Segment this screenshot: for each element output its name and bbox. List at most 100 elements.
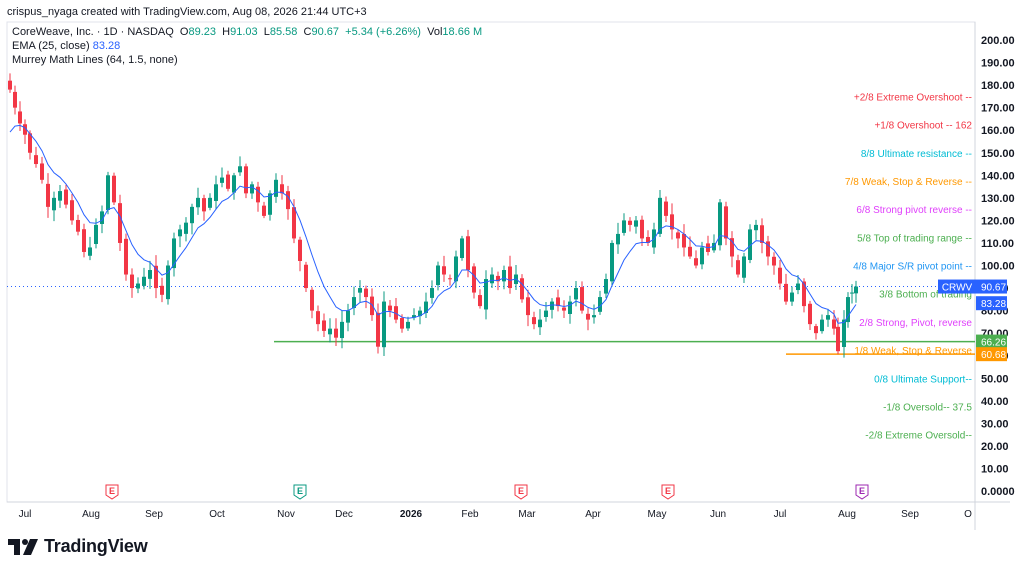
candle-up [358,288,362,293]
x-tick-label: Oct [209,509,225,520]
y-tick-label: 0.0000 [981,486,1015,498]
candle-up [352,297,356,309]
hline-tag-value: 66.26 [981,338,1006,349]
candle-up [214,184,218,201]
candle-up [538,319,542,328]
candle-down [70,200,74,221]
candle-down [23,124,27,135]
candle-down [772,256,776,266]
murrey-level-label: 7/8 Weak, Stop & Reverse -- [845,177,972,188]
x-tick-label: Jun [710,509,726,520]
candle-up [574,288,578,300]
x-tick-label: O [964,509,972,520]
earnings-marker-icon[interactable]: E [105,484,119,500]
candle-down [676,232,680,239]
murrey-level-label: 2/8 Strong, Pivot, reverse [859,318,972,329]
murrey-level-label: 0/8 Ultimate Support-- [874,374,972,385]
hline-tag-bg [976,347,1007,362]
candle-up [274,179,278,197]
hline-tag-bg [976,334,1007,349]
candle-down [508,266,512,289]
y-tick-label: 180.00 [981,80,1015,92]
candle-down [310,289,314,311]
candle-down [664,201,668,216]
candle-up [842,319,846,347]
candle-up [136,283,140,289]
ema-row[interactable]: EMA (25, close) 83.28 [12,39,482,53]
last-price-tag-bg [976,279,1007,294]
candle-up [94,224,98,244]
candle-down [694,258,698,266]
candle-up [328,328,332,335]
murrey-level-label: 3/8 Bottom of trading [879,290,972,301]
candle-up [850,292,854,294]
candle-down [112,175,116,203]
symbol-label[interactable]: CoreWeave, Inc. · 1D · NASDAQ [12,26,174,38]
y-tick-label: 40.00 [981,396,1009,408]
candle-down [628,220,632,225]
earnings-marker-label: E [665,486,671,496]
earnings-marker-icon[interactable]: E [661,484,675,500]
murrey-level-label: 4/8 Major S/R pivot point -- [853,262,972,273]
candle-down [400,318,404,329]
murrey-level-label: 8/8 Ultimate resistance -- [861,149,972,160]
candle-down [586,313,590,320]
candle-up [178,229,182,237]
candle-up [846,297,850,323]
x-tick-label: 2026 [400,509,423,520]
candle-up [592,315,596,318]
candle-up [430,288,434,298]
murrey-level-label: -2/8 Extreme Oversold-- [865,431,972,442]
candle-down [46,183,50,207]
candle-up [748,229,752,260]
earnings-marker-icon[interactable]: E [855,484,869,500]
candle-down [784,283,788,302]
candle-down [76,219,80,232]
candle-down [466,236,470,271]
candle-down [13,91,17,108]
x-tick-label: Jul [774,509,787,520]
tradingview-logo[interactable]: TradingView [8,536,148,557]
earnings-marker-label: E [859,486,865,496]
candle-up [490,274,494,284]
y-tick-label: 120.00 [981,215,1015,227]
candle-up [436,265,440,286]
candle-up [550,301,554,310]
x-tick-label: Aug [838,509,856,520]
candle-down [496,275,500,282]
earnings-marker-icon[interactable]: E [293,484,307,500]
candle-down [778,267,782,284]
candle-down [532,317,536,325]
candle-up [172,238,176,269]
y-tick-label: 150.00 [981,148,1015,160]
candle-down [472,266,476,293]
earnings-marker-shape [293,484,307,500]
candle-up [658,197,662,234]
candle-down [736,260,740,275]
candle-down [442,266,446,275]
candle-up [454,256,458,282]
murrey-row[interactable]: Murrey Math Lines (64, 1.5, none) [12,53,482,67]
candle-down [262,205,266,216]
candle-down [34,155,38,165]
earnings-marker-shape [514,484,528,500]
x-tick-label: May [648,509,667,520]
candle-up [502,270,506,282]
y-tick-label: 160.00 [981,125,1015,137]
candle-up [184,222,188,234]
ema-line [9,124,857,324]
candle-up [382,301,386,348]
symbol-tag-label: CRWV [942,283,973,294]
x-tick-label: Feb [461,509,479,520]
candle-up [484,279,488,310]
earnings-marker-icon[interactable]: E [514,484,528,500]
candle-down [448,278,452,280]
hline-tag-value: 60.68 [981,350,1006,361]
tradingview-logo-icon [8,538,38,555]
murrey-level-label: 6/8 Strong pivot reverse -- [856,205,972,216]
candle-down [730,238,734,257]
x-tick-label: Apr [585,509,601,520]
candle-down [298,239,302,261]
candle-down [836,326,840,352]
